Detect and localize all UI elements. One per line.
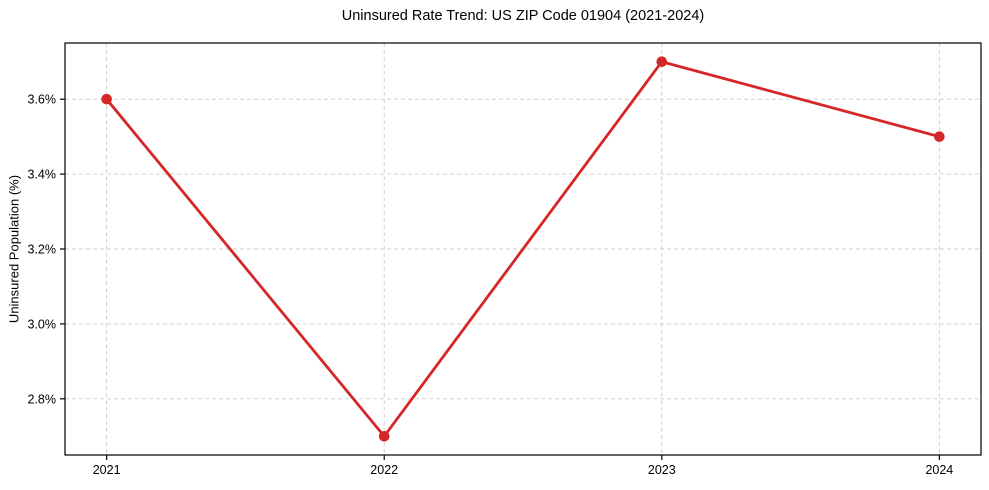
x-tick-label: 2022 xyxy=(370,463,398,477)
y-tick-label: 3.4% xyxy=(28,168,57,182)
data-point-marker xyxy=(656,56,668,68)
chart-title: Uninsured Rate Trend: US ZIP Code 01904 … xyxy=(341,8,705,24)
data-point-marker xyxy=(934,131,945,142)
data-point-marker xyxy=(101,93,112,105)
data-point-marker xyxy=(378,430,390,442)
y-tick-label: 3.0% xyxy=(28,317,57,331)
series-line xyxy=(105,60,941,438)
x-tick-label: 2021 xyxy=(93,463,121,477)
x-tick-label: 2023 xyxy=(648,463,676,477)
y-tick-label: 3.2% xyxy=(28,243,57,257)
x-tick-label: 2024 xyxy=(925,463,953,477)
y-tick-label: 2.8% xyxy=(28,392,57,406)
y-tick-label: 3.6% xyxy=(28,93,57,107)
